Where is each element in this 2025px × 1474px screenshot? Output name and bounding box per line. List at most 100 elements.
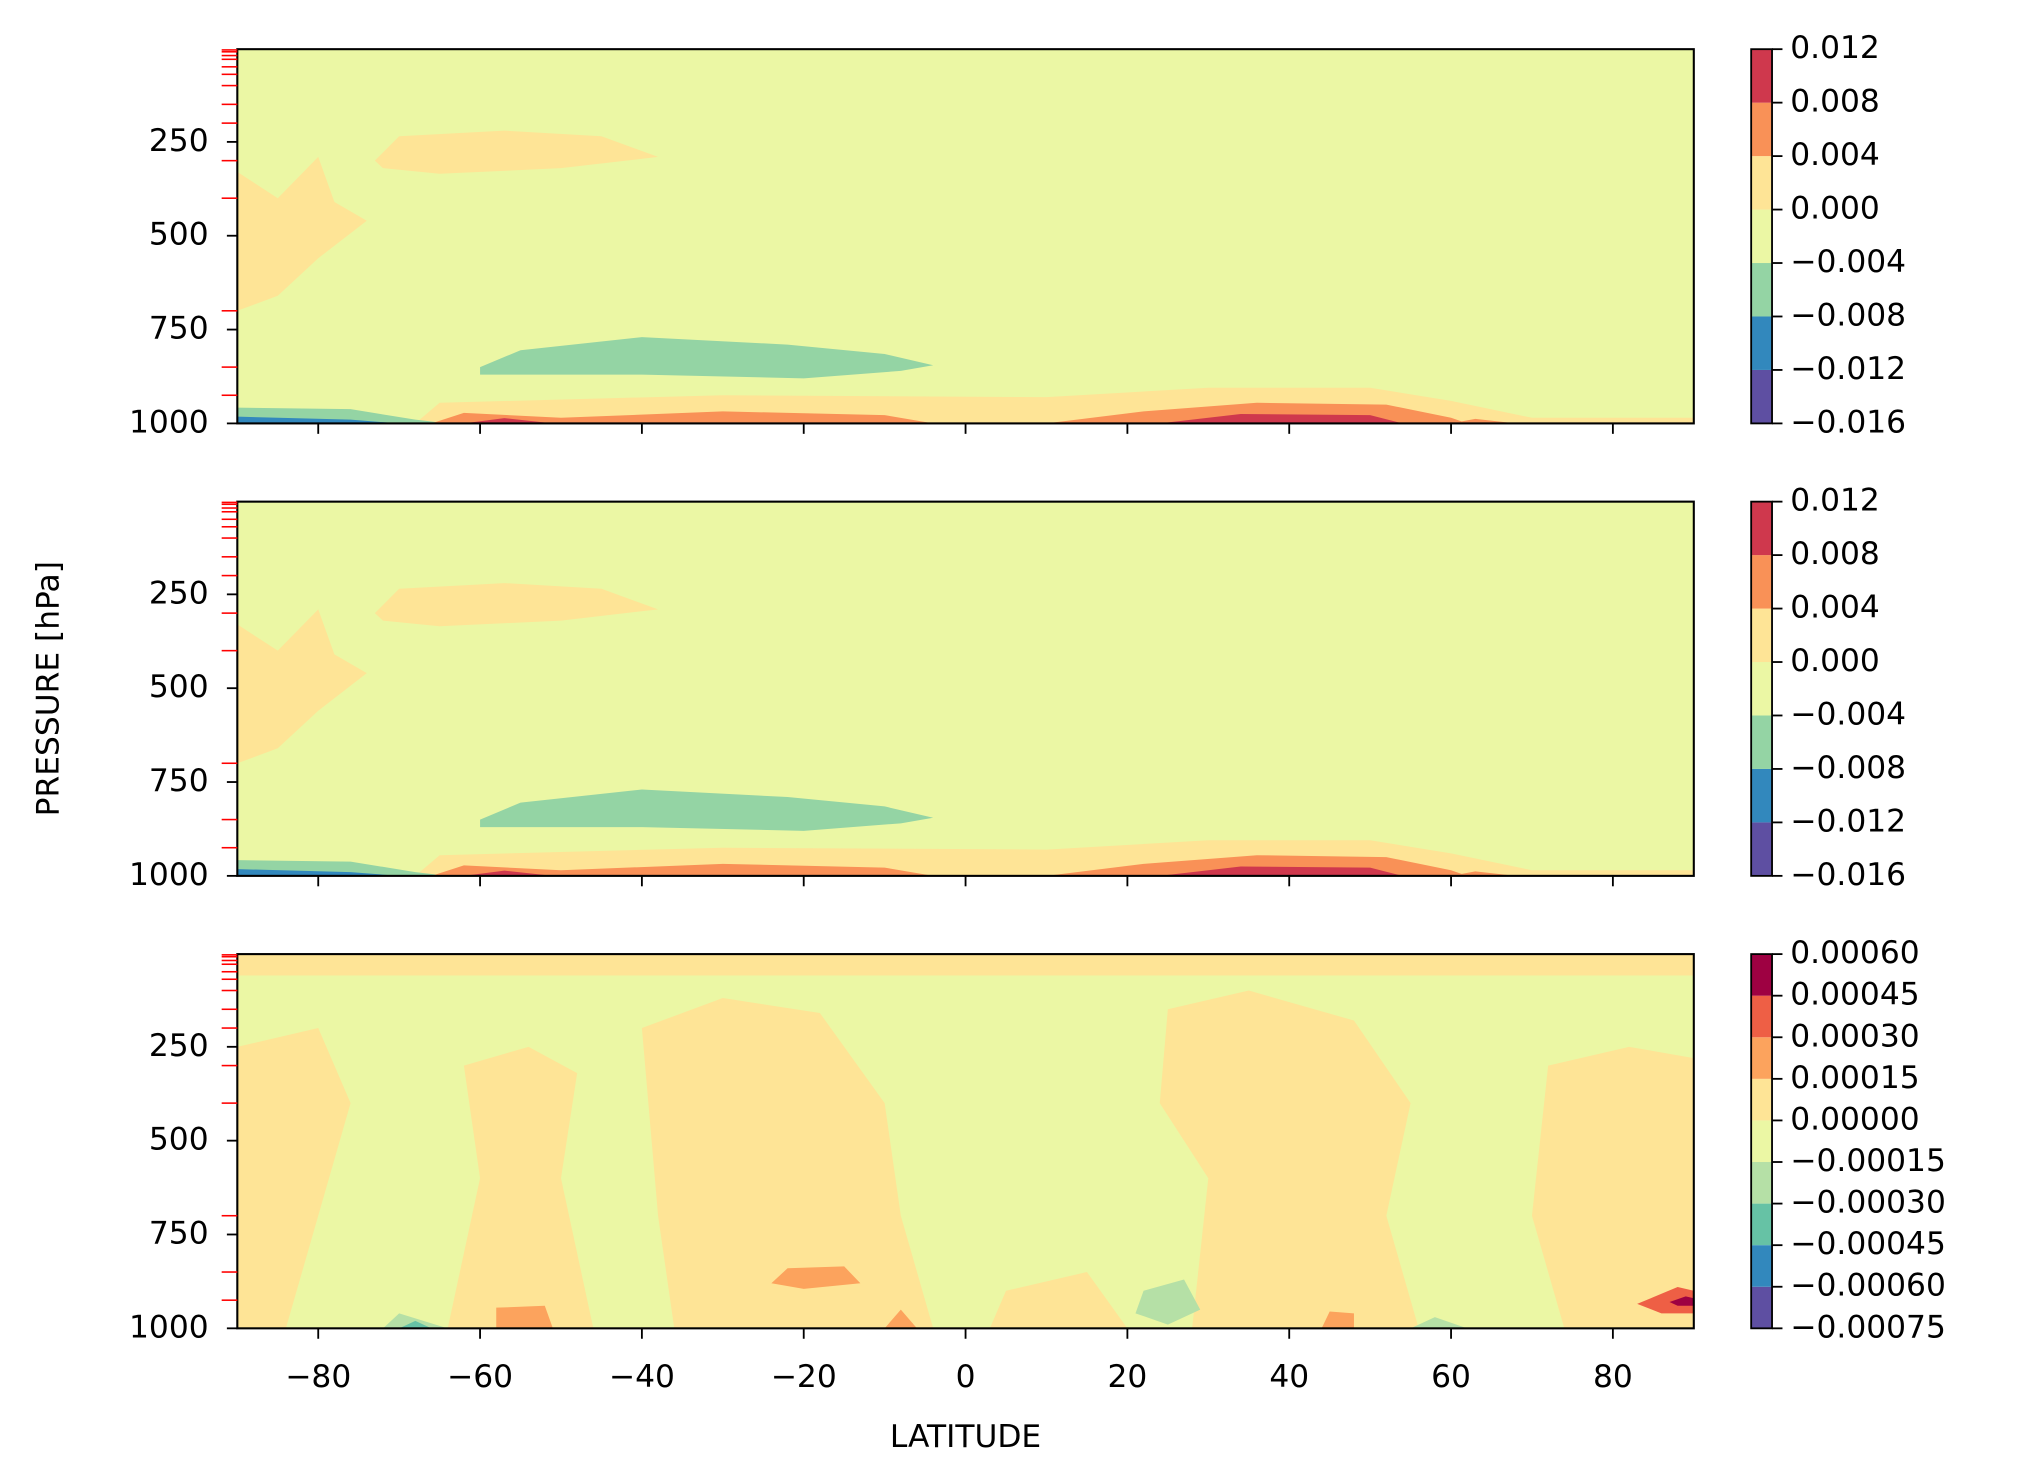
colorbar-segment xyxy=(1751,715,1773,769)
colorbar-tick-label: −0.00075 xyxy=(1790,1309,1946,1345)
contour-region xyxy=(237,954,1694,976)
colorbar-tick-label: −0.016 xyxy=(1790,857,1906,893)
y-tick-label: 500 xyxy=(149,1122,209,1158)
colorbar-tick-label: 0.00015 xyxy=(1790,1060,1919,1096)
contour-region xyxy=(480,337,934,379)
colorbar-tick-label: −0.012 xyxy=(1790,803,1906,839)
x-tick-label: 0 xyxy=(956,1359,976,1395)
colorbar-segment xyxy=(1751,1037,1773,1079)
contour-field xyxy=(237,501,1694,876)
colorbar-segment xyxy=(1751,768,1773,823)
colorbar-segment xyxy=(1751,263,1773,317)
x-tick-label: 20 xyxy=(1107,1359,1147,1395)
colorbar-segment xyxy=(1751,501,1773,556)
contour-region xyxy=(989,1272,1128,1329)
contour-region xyxy=(237,416,400,424)
contour-region xyxy=(1321,1311,1354,1329)
colorbar-segment xyxy=(1751,1120,1773,1163)
colorbar-segment xyxy=(1751,555,1773,609)
y-tick-label: 250 xyxy=(149,123,209,159)
colorbar-tick-label: 0.00030 xyxy=(1790,1018,1919,1054)
colorbar-frame xyxy=(1750,953,1773,1330)
y-tick-label: 750 xyxy=(149,311,209,347)
x-tick-label: 60 xyxy=(1431,1359,1471,1395)
colorbar-tick-label: −0.016 xyxy=(1790,404,1906,440)
contour-region xyxy=(237,609,367,764)
colorbar-tick-label: 0.008 xyxy=(1790,536,1880,572)
colorbar-tick-label: −0.00015 xyxy=(1790,1143,1946,1179)
y-tick-label: 250 xyxy=(149,1028,209,1064)
colorbar-tick-label: 0.004 xyxy=(1790,590,1880,626)
contour-region xyxy=(237,156,367,311)
contour-region xyxy=(431,411,934,424)
colorbar-segment xyxy=(1751,822,1773,876)
colorbar-tick-label: −0.008 xyxy=(1790,297,1906,333)
colorbar-segment xyxy=(1751,1162,1773,1204)
contour-region xyxy=(1451,418,1516,424)
contour-region xyxy=(1159,866,1403,876)
contour-region xyxy=(237,1028,351,1329)
y-axis-label: PRESSURE [hPa] xyxy=(31,561,67,816)
colorbar-frame xyxy=(1750,500,1773,877)
colorbar-tick-label: −0.004 xyxy=(1790,696,1906,732)
x-tick-label: −80 xyxy=(285,1359,351,1395)
colorbar-segment xyxy=(1751,995,1773,1038)
contour-region xyxy=(463,418,553,424)
contour-region xyxy=(1135,1279,1201,1325)
colorbar-segment xyxy=(1751,369,1773,424)
contour-region xyxy=(1531,1046,1694,1329)
x-tick-label: −60 xyxy=(447,1359,513,1395)
contour-region xyxy=(884,1309,918,1329)
colorbar-segment xyxy=(1751,1245,1773,1287)
colorbar-frame xyxy=(1750,48,1773,425)
contour-region xyxy=(447,1046,594,1329)
contour-region xyxy=(771,1266,861,1289)
colorbar-segment xyxy=(1751,156,1773,210)
x-tick-label: 80 xyxy=(1593,1359,1633,1395)
colorbar-segment xyxy=(1751,662,1773,716)
colorbar-segment xyxy=(1751,316,1773,370)
contour-region xyxy=(1410,1317,1468,1329)
colorbar-segment xyxy=(1751,1078,1773,1121)
contour-region xyxy=(463,870,553,876)
contour-region xyxy=(237,49,1694,424)
colorbar-tick-label: −0.004 xyxy=(1790,244,1906,280)
colorbar-tick-label: 0.004 xyxy=(1790,137,1880,173)
colorbar-tick-label: 0.012 xyxy=(1790,30,1880,66)
contour-region xyxy=(374,130,659,174)
colorbar-segment xyxy=(1751,1286,1773,1329)
contour-region xyxy=(496,1305,553,1329)
y-tick-label: 750 xyxy=(149,763,209,799)
contour-region xyxy=(374,583,659,627)
contour-region xyxy=(1669,1296,1694,1306)
y-tick-label: 750 xyxy=(149,1215,209,1251)
colorbar-tick-label: 0.00045 xyxy=(1790,977,1919,1013)
colorbar-tick-label: 0.00060 xyxy=(1790,935,1919,971)
contour-region xyxy=(480,789,934,831)
colorbar-segment xyxy=(1751,608,1773,663)
colorbar-tick-label: 0.008 xyxy=(1790,84,1880,120)
colorbar-tick-label: −0.00060 xyxy=(1790,1268,1946,1304)
colorbar-tick-label: 0.012 xyxy=(1790,483,1880,519)
colorbar-tick-label: −0.012 xyxy=(1790,351,1906,387)
y-tick-label: 500 xyxy=(149,217,209,253)
contour-region xyxy=(641,998,934,1329)
contour-region xyxy=(237,501,1694,876)
x-tick-label: −40 xyxy=(609,1359,675,1395)
x-tick-label: −20 xyxy=(771,1359,837,1395)
y-tick-label: 500 xyxy=(149,669,209,705)
x-axis-label: LATITUDE xyxy=(890,1419,1041,1455)
contour-region xyxy=(1159,990,1419,1329)
contour-region xyxy=(431,863,934,876)
colorbar-tick-label: −0.008 xyxy=(1790,750,1906,786)
contour-region xyxy=(1637,1287,1694,1314)
y-tick-label: 1000 xyxy=(129,404,209,440)
contour-region xyxy=(399,1320,432,1329)
colorbar-tick-label: −0.00045 xyxy=(1790,1226,1946,1262)
contour-region xyxy=(237,954,1694,1329)
colorbar-segment xyxy=(1751,1203,1773,1246)
colorbar-segment xyxy=(1751,954,1773,996)
y-tick-label: 250 xyxy=(149,575,209,611)
